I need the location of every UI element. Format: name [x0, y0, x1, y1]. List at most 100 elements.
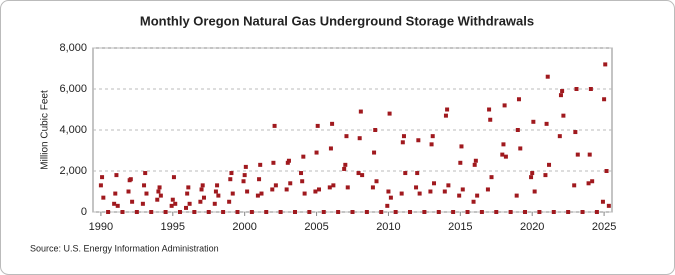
point — [126, 189, 131, 194]
point — [130, 199, 135, 204]
point — [465, 210, 470, 214]
point — [242, 173, 247, 178]
point — [475, 193, 480, 198]
point — [301, 154, 306, 159]
x-tick-label: 2025 — [592, 221, 616, 233]
point — [350, 210, 355, 214]
point — [285, 160, 290, 165]
point — [580, 210, 585, 214]
point — [299, 171, 304, 176]
point — [185, 191, 190, 196]
point — [213, 189, 218, 194]
point — [379, 210, 384, 214]
point — [302, 191, 307, 196]
point — [604, 169, 609, 173]
point — [344, 134, 349, 139]
point — [573, 130, 578, 135]
point — [149, 210, 154, 214]
point — [436, 210, 441, 214]
y-tick-label: 6,000 — [59, 83, 87, 95]
point — [432, 181, 437, 186]
point — [258, 162, 263, 167]
point — [518, 146, 523, 151]
point — [198, 199, 203, 204]
point — [387, 111, 392, 116]
point — [429, 142, 434, 147]
point — [603, 62, 608, 67]
point — [602, 97, 607, 102]
point — [385, 203, 390, 208]
x-tick-label: 2015 — [448, 221, 472, 233]
point — [543, 173, 548, 178]
point — [221, 210, 226, 214]
point — [113, 191, 118, 196]
point — [547, 162, 552, 167]
point — [600, 199, 605, 204]
point — [358, 109, 363, 114]
point — [106, 210, 111, 214]
point — [330, 121, 335, 126]
point — [114, 173, 119, 178]
point — [446, 183, 451, 188]
y-axis-label: Million Cubic Feet — [40, 90, 51, 170]
point — [156, 189, 161, 194]
point — [529, 175, 534, 180]
point — [399, 191, 404, 196]
point — [400, 140, 405, 145]
point — [472, 162, 477, 167]
point — [115, 203, 120, 208]
point — [171, 175, 176, 180]
point — [606, 203, 611, 208]
point — [170, 197, 175, 202]
point — [485, 187, 490, 192]
point — [531, 119, 536, 124]
point — [572, 183, 577, 188]
point — [228, 177, 233, 182]
point — [460, 187, 465, 192]
point — [307, 210, 312, 214]
point — [515, 128, 520, 132]
point — [458, 160, 463, 165]
point — [227, 199, 232, 204]
point — [566, 210, 571, 214]
point — [101, 195, 106, 200]
y-tick-label: 4,000 — [59, 124, 87, 136]
point — [544, 121, 549, 126]
point — [313, 189, 318, 194]
point — [417, 191, 422, 196]
y-tick-label: 8,000 — [59, 42, 87, 54]
point — [523, 210, 528, 214]
point — [370, 185, 375, 190]
point — [451, 210, 456, 214]
y-tick-label: 2,000 — [59, 165, 87, 177]
point — [345, 185, 350, 190]
point — [415, 171, 420, 176]
point — [502, 103, 507, 108]
point — [144, 191, 149, 196]
point — [315, 123, 320, 128]
point — [241, 179, 246, 184]
point — [489, 175, 494, 180]
point — [100, 175, 105, 180]
point — [508, 210, 513, 214]
point — [98, 183, 103, 188]
point — [243, 164, 248, 169]
point — [422, 210, 427, 214]
point — [270, 187, 275, 192]
point — [430, 134, 435, 139]
point — [327, 185, 332, 190]
point — [374, 179, 379, 184]
point — [255, 193, 260, 198]
point — [545, 74, 550, 79]
point — [235, 210, 240, 214]
point — [142, 183, 147, 188]
point — [300, 179, 305, 184]
point — [112, 201, 117, 206]
point — [473, 158, 478, 163]
point — [587, 152, 592, 157]
point — [201, 195, 206, 200]
point — [192, 210, 197, 214]
point — [286, 158, 291, 163]
